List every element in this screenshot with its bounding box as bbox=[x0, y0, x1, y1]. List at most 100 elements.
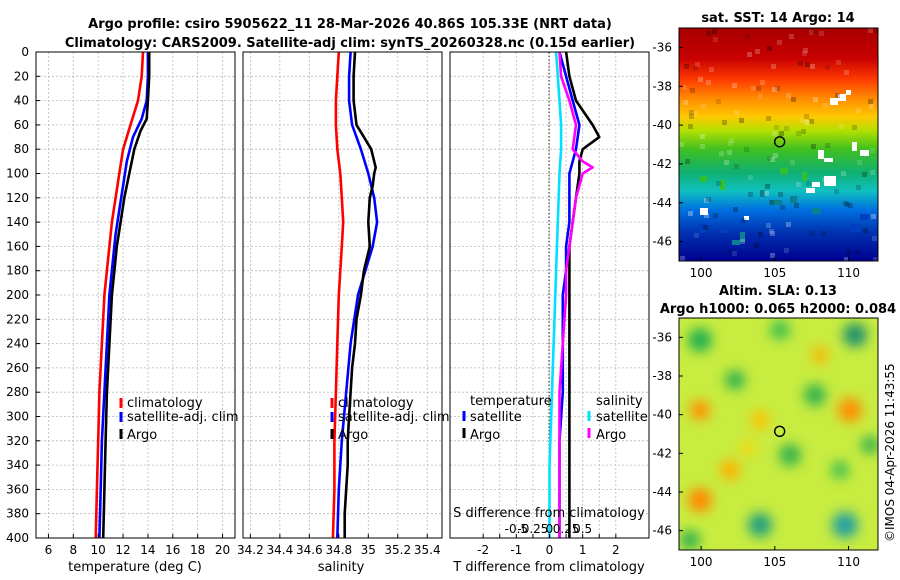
sst-texture-pixel bbox=[844, 70, 849, 75]
sst-texture-pixel bbox=[812, 29, 817, 34]
sst-texture-pixel bbox=[713, 37, 718, 42]
sst-texture-pixel bbox=[871, 214, 876, 219]
sst-texture-pixel bbox=[706, 31, 711, 36]
sla-eddy bbox=[748, 513, 772, 537]
sst-texture-pixel bbox=[809, 119, 814, 124]
map-y-tick-label: -46 bbox=[652, 524, 672, 538]
sst-texture-pixel bbox=[825, 143, 830, 148]
sst-texture-pixel bbox=[869, 104, 874, 109]
map-y-tick-label: -44 bbox=[652, 485, 672, 499]
map-y-tick-label: -42 bbox=[652, 157, 672, 171]
sst-texture-pixel bbox=[733, 207, 738, 212]
sst-texture-pixel bbox=[813, 97, 818, 102]
x-tick-label: 8 bbox=[69, 543, 77, 557]
sst-texture-pixel bbox=[724, 160, 729, 165]
sst-texture-pixel bbox=[774, 125, 779, 130]
sst-texture-patch bbox=[720, 180, 725, 190]
map-x-tick-label: 110 bbox=[837, 555, 860, 569]
y-tick-label: 380 bbox=[6, 507, 29, 521]
sst-texture-pixel bbox=[855, 249, 860, 254]
sst-texture-pixel bbox=[779, 131, 784, 136]
sst-texture-pixel bbox=[716, 99, 721, 104]
sla-argo-position-marker bbox=[773, 425, 786, 437]
x-tick-label: 34.6 bbox=[296, 543, 323, 557]
series-line-salinity-satellite bbox=[548, 51, 563, 538]
sst-texture-pixel bbox=[843, 201, 848, 206]
series-line-climatology bbox=[94, 51, 145, 539]
sst-texture-patch bbox=[806, 188, 815, 193]
sst-texture-pixel bbox=[748, 192, 753, 197]
sst-map-frame bbox=[678, 27, 879, 262]
sst-texture-pixel bbox=[839, 124, 844, 129]
y-tick-label: 400 bbox=[6, 531, 29, 545]
x-tick-label: 12 bbox=[115, 543, 130, 557]
sst-argo-position-marker bbox=[773, 136, 786, 148]
sst-texture-pixel bbox=[796, 131, 801, 136]
sst-texture-pixel bbox=[773, 153, 778, 158]
map-x-tick-label: 110 bbox=[837, 266, 860, 280]
legend-salinity-title: salinity bbox=[596, 394, 643, 409]
sst-texture-pixel bbox=[794, 203, 799, 208]
map-y-tick-label: -44 bbox=[652, 196, 672, 210]
y-tick-label: 100 bbox=[6, 167, 29, 181]
sst-map-panel: sat. SST: 14 Argo: 14 -36 -38 bbox=[652, 11, 879, 280]
sla-eddy bbox=[832, 512, 858, 538]
sst-texture-pixel bbox=[798, 61, 803, 66]
sst-texture-pixel bbox=[857, 160, 862, 165]
sst-texture-pixel bbox=[689, 114, 694, 119]
sst-texture-pixel bbox=[770, 253, 775, 258]
sst-texture-pixel bbox=[789, 34, 794, 39]
sst-texture-pixel bbox=[846, 250, 851, 255]
sst-texture-pixel bbox=[764, 191, 769, 196]
sst-texture-pixel bbox=[868, 99, 873, 104]
sst-texture-pixel bbox=[756, 86, 761, 91]
sst-texture-patch bbox=[700, 224, 706, 233]
sla-eddy bbox=[680, 530, 700, 550]
sst-texture-pixel bbox=[722, 120, 727, 125]
sst-texture-pixel bbox=[810, 64, 815, 69]
legend-temperature-satellite: satellite bbox=[470, 410, 522, 425]
map-x-tick-label: 100 bbox=[690, 266, 713, 280]
sst-texture-pixel bbox=[803, 48, 808, 53]
sst-texture-pixel bbox=[767, 46, 772, 51]
sst-texture-pixel bbox=[747, 52, 752, 57]
legend-salinity-argo: Argo bbox=[596, 428, 626, 443]
sst-texture-pixel bbox=[856, 108, 861, 113]
sst-texture-patch bbox=[860, 214, 869, 220]
sst-texture-pixel bbox=[834, 189, 839, 194]
sst-texture-patch bbox=[740, 232, 745, 242]
y-tick-label: 180 bbox=[6, 264, 29, 278]
sst-texture-pixel bbox=[754, 243, 759, 248]
sst-texture-pixel bbox=[778, 192, 783, 197]
sst-texture-pixel bbox=[688, 124, 693, 129]
temperature-xlabel: temperature (deg C) bbox=[68, 560, 202, 575]
sst-texture-pixel bbox=[806, 181, 811, 186]
sst-texture-pixel bbox=[741, 218, 746, 223]
map-x-tick-label: 105 bbox=[763, 555, 786, 569]
temperature-panel: 0 20 40 60 80 100 120 140 160 180 200 220 240 260 280 3… bbox=[6, 45, 239, 575]
difference-legend: temperature satellite Argo salinity sate… bbox=[462, 394, 648, 443]
sla-eddy bbox=[831, 461, 849, 479]
figure-title-line2: Climatology: CARS2009. Satellite-adj cli… bbox=[65, 36, 635, 51]
sst-texture-pixel bbox=[755, 49, 760, 54]
sst-texture-pixel bbox=[810, 231, 815, 236]
sst-texture-pixel bbox=[805, 62, 810, 67]
x-tick-label: 10 bbox=[91, 543, 106, 557]
sst-texture-pixel bbox=[706, 197, 711, 202]
sst-texture-pixel bbox=[868, 28, 873, 33]
sst-texture-pixel bbox=[745, 34, 750, 39]
sst-texture-patch bbox=[852, 142, 857, 151]
sla-eddy bbox=[688, 328, 712, 352]
x-tick-label: 34.2 bbox=[237, 543, 264, 557]
sst-texture-pixel bbox=[786, 93, 791, 98]
sla-eddy bbox=[861, 436, 878, 454]
sla-map-title-line1: Altim. SLA: 0.13 bbox=[719, 284, 837, 299]
y-tick-label: 340 bbox=[6, 458, 29, 472]
sst-texture-pixel bbox=[700, 144, 705, 149]
sst-texture-pixel bbox=[848, 203, 853, 208]
map-y-tick-label: -40 bbox=[652, 408, 672, 422]
sst-texture-pixel bbox=[844, 257, 849, 261]
sst-texture-pixel bbox=[684, 64, 689, 69]
sst-texture-pixel bbox=[716, 181, 721, 186]
